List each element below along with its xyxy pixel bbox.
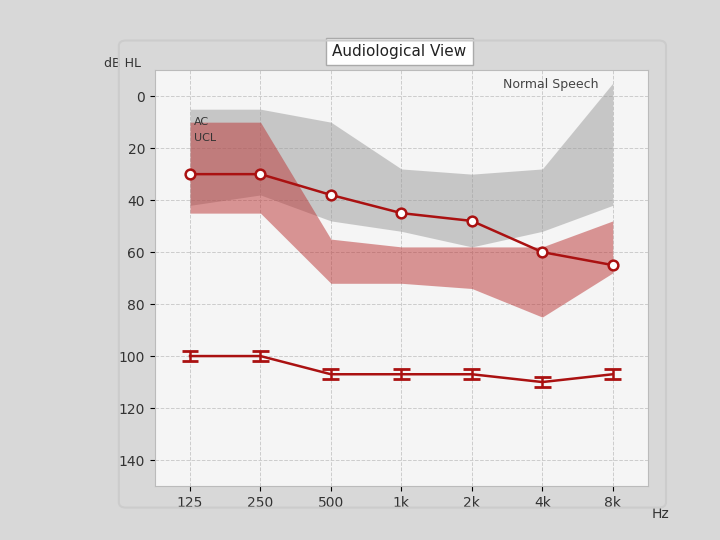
Text: Hz: Hz <box>652 507 670 521</box>
Text: dB HL: dB HL <box>104 57 141 70</box>
Text: AC: AC <box>194 117 209 127</box>
Text: Audiological View: Audiological View <box>333 44 467 59</box>
Text: Normal Speech: Normal Speech <box>503 78 599 91</box>
Text: UCL: UCL <box>194 132 216 143</box>
